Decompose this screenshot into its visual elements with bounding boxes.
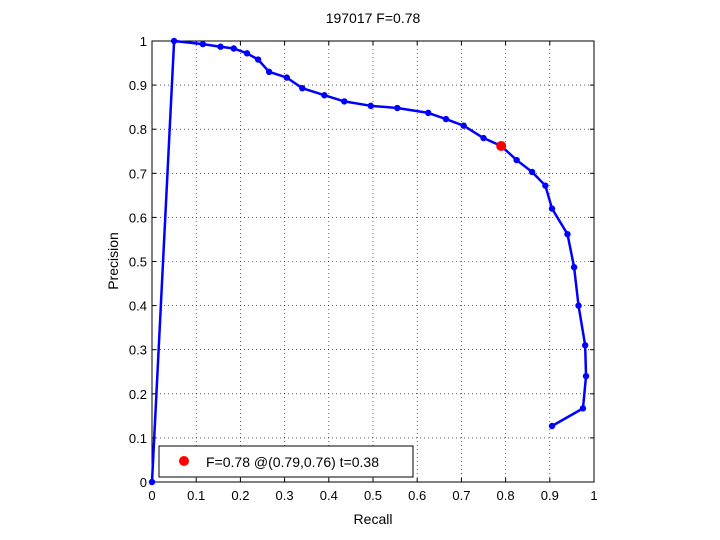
data-point <box>299 84 306 92</box>
x-tick-label: 0.7 <box>452 488 470 503</box>
data-point <box>243 50 251 57</box>
data-point <box>148 478 156 486</box>
x-tick-label: 0.1 <box>187 488 205 503</box>
y-tick-label: 0 <box>140 475 147 490</box>
legend-entry-label: F=0.78 @(0.79,0.76) t=0.38 <box>206 454 379 470</box>
y-tick-label: 0.6 <box>129 210 147 225</box>
data-point <box>425 109 432 117</box>
data-point <box>480 134 487 142</box>
y-axis-label: Precision <box>105 232 121 290</box>
y-tick-label: 0.8 <box>129 122 147 137</box>
legend-marker <box>179 456 189 466</box>
data-point <box>442 115 450 123</box>
data-point <box>265 68 273 76</box>
x-tick-label: 0.8 <box>497 488 515 503</box>
x-tick-label: 0.6 <box>408 488 426 503</box>
x-tick-label: 0.4 <box>320 488 338 503</box>
data-point <box>548 422 556 430</box>
data-point <box>394 104 401 112</box>
y-tick-label: 0.2 <box>129 387 147 402</box>
x-tick-labels: 0 0.1 0.2 0.3 0.4 0.5 0.6 0.7 0.8 0.9 1 <box>148 488 597 503</box>
best-f-point <box>496 140 507 151</box>
x-tick-label: 0 <box>148 488 155 503</box>
data-point <box>575 302 582 309</box>
data-point <box>170 37 178 45</box>
data-point <box>341 98 348 105</box>
data-point <box>579 405 587 412</box>
x-tick-label: 0.2 <box>231 488 249 503</box>
data-point <box>460 122 467 129</box>
y-tick-label: 0.1 <box>129 431 147 446</box>
data-point <box>581 342 589 349</box>
data-point <box>564 230 571 238</box>
data-point <box>199 40 207 48</box>
series-pr-curve <box>148 37 590 486</box>
x-tick-label: 0.5 <box>364 488 382 503</box>
data-point <box>321 92 328 99</box>
legend: F=0.78 @(0.79,0.76) t=0.38 <box>158 445 414 478</box>
best-f-marker <box>496 140 507 151</box>
data-point <box>254 56 262 63</box>
data-point <box>548 205 556 212</box>
y-tick-label: 0.4 <box>129 299 147 314</box>
y-tick-label: 0.7 <box>129 166 147 181</box>
data-point <box>528 168 536 176</box>
data-point <box>367 102 374 110</box>
data-point <box>230 45 237 52</box>
x-tick-label: 1 <box>590 488 597 503</box>
x-tick-label: 0.9 <box>541 488 559 503</box>
y-tick-labels: 0 0.1 0.2 0.3 0.4 0.5 0.6 0.7 0.8 0.9 1 <box>129 34 147 490</box>
y-tick-label: 0.9 <box>129 78 147 93</box>
legend-box <box>158 445 414 478</box>
x-axis-label: Recall <box>354 511 393 527</box>
data-point <box>283 74 291 81</box>
grid-lines <box>152 41 594 482</box>
y-tick-label: 0.3 <box>129 343 147 358</box>
data-point <box>542 182 549 189</box>
x-tick-label: 0.3 <box>276 488 294 503</box>
chart-title: 197017 F=0.78 <box>326 10 421 26</box>
data-point <box>513 156 520 164</box>
y-tick-label: 1 <box>140 34 147 49</box>
data-point <box>582 372 590 380</box>
data-point <box>217 43 224 50</box>
y-tick-label: 0.5 <box>129 255 147 270</box>
data-point <box>570 264 578 271</box>
